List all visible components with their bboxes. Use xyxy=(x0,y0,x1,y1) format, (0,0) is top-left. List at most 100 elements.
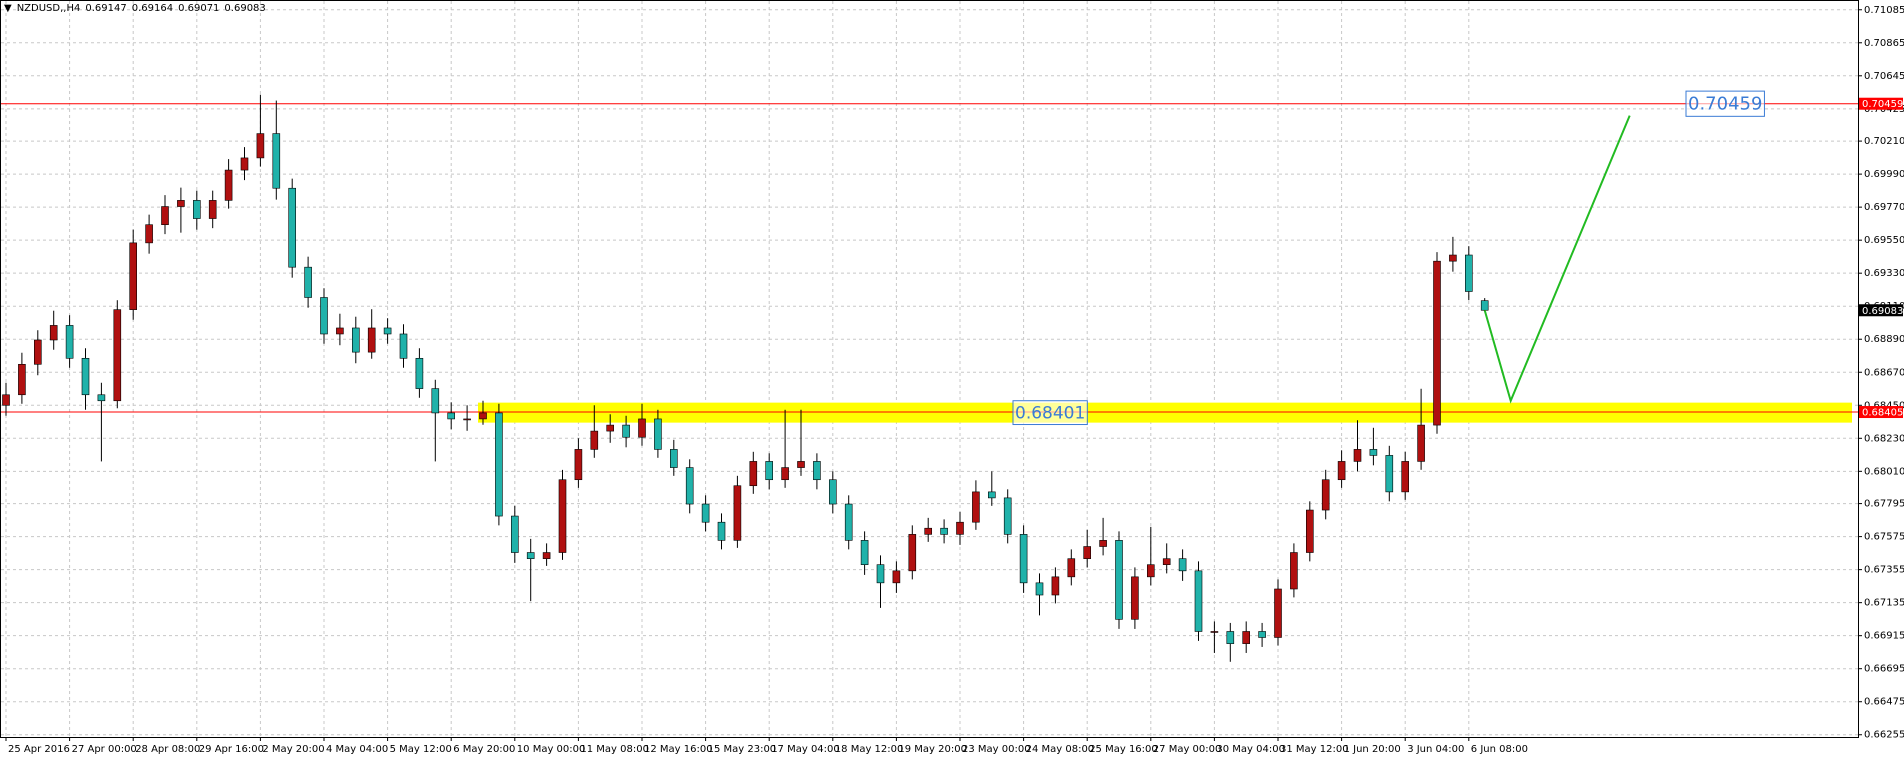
candle-body xyxy=(892,570,901,584)
candle-body xyxy=(1321,479,1330,511)
y-tick-label: 0.69550 xyxy=(1864,235,1904,246)
x-tick-label: 3 Jun 04:00 xyxy=(1407,744,1464,755)
candle-body xyxy=(65,325,74,359)
candle-body xyxy=(224,169,233,201)
candle-body xyxy=(1258,631,1266,638)
symbol: NZDUSD,,H4 xyxy=(16,3,81,14)
level-price: 0.70459 xyxy=(1862,99,1903,110)
candle-body xyxy=(1147,564,1155,578)
candle-body xyxy=(860,540,869,565)
candle-body xyxy=(1035,582,1044,596)
candle-body xyxy=(1401,461,1409,493)
candle-body xyxy=(574,449,583,481)
candle-body xyxy=(1051,576,1060,596)
candle-body xyxy=(510,515,519,553)
candle-body xyxy=(908,534,917,572)
candle-body xyxy=(1274,588,1282,638)
y-tick-label: 0.68010 xyxy=(1864,466,1904,477)
level-price: 0.68405 xyxy=(1862,408,1903,419)
candle-body xyxy=(987,491,996,499)
candle-body xyxy=(33,339,42,365)
x-tick-label: 6 May 20:00 xyxy=(453,744,515,755)
x-tick-label: 2 May 20:00 xyxy=(262,744,324,755)
candle-body xyxy=(1003,497,1012,535)
candle-body xyxy=(638,418,646,438)
x-tick-label: 29 Apr 16:00 xyxy=(199,744,264,755)
candle-body xyxy=(1019,534,1028,584)
x-tick-label: 27 Apr 00:00 xyxy=(72,744,137,755)
y-tick-label: 0.67575 xyxy=(1864,532,1904,543)
candle-body xyxy=(479,412,487,420)
plot-frame xyxy=(0,0,1859,738)
candle-body xyxy=(669,449,678,468)
candle-body xyxy=(972,491,980,523)
candle-body xyxy=(1369,449,1378,456)
zone-label: 0.68401 xyxy=(1012,400,1088,426)
y-tick-label: 0.68670 xyxy=(1864,367,1904,378)
x-tick-label: 10 May 00:00 xyxy=(517,744,586,755)
projection-line xyxy=(1483,115,1631,404)
candle-body xyxy=(813,461,821,481)
candle-body xyxy=(622,424,630,438)
candle-body xyxy=(256,133,265,159)
candle-body xyxy=(876,564,885,584)
candle-body xyxy=(145,224,153,244)
x-tick-label: 4 May 04:00 xyxy=(326,744,388,755)
x-tick-label: 6 Jun 08:00 xyxy=(1471,744,1528,755)
high: 0.69164 xyxy=(131,3,174,14)
y-tick-label: 0.68890 xyxy=(1864,334,1904,345)
close: 0.69083 xyxy=(224,3,266,14)
candle-body xyxy=(940,527,948,535)
x-tick-label: 31 May 12:00 xyxy=(1280,744,1349,755)
candle-body xyxy=(18,363,26,396)
y-tick-label: 0.66255 xyxy=(1864,730,1904,741)
current-price-box xyxy=(1859,304,1903,317)
x-tick-label: 19 May 20:00 xyxy=(898,744,967,755)
x-tick-label: 28 Apr 08:00 xyxy=(135,744,200,755)
candle-body xyxy=(1226,631,1235,644)
candle-body xyxy=(1353,449,1362,462)
candle-body xyxy=(81,357,90,396)
y-tick-label: 0.69330 xyxy=(1864,268,1904,279)
x-tick-label: 15 May 23:00 xyxy=(708,744,777,755)
candle-body xyxy=(463,418,471,421)
candle-body xyxy=(1385,455,1394,493)
y-tick-label: 0.69770 xyxy=(1864,202,1904,213)
candle-body xyxy=(1083,546,1091,559)
candle-body xyxy=(97,394,106,402)
y-tick-label: 0.69990 xyxy=(1864,169,1904,180)
open: 0.69147 xyxy=(85,3,127,14)
candle-body xyxy=(495,412,503,517)
candle-body xyxy=(1162,558,1171,565)
candle-body xyxy=(1290,552,1298,590)
y-tick-label: 0.66695 xyxy=(1864,664,1904,675)
x-tick-label: 18 May 12:00 xyxy=(835,744,904,755)
candle-body xyxy=(1449,254,1457,262)
candle-body xyxy=(1115,540,1123,620)
candle-body xyxy=(542,552,551,559)
zone-label-text: 0.68401 xyxy=(1015,404,1085,424)
zone-label-box xyxy=(1012,400,1088,426)
candle-body xyxy=(1337,461,1346,481)
y-tick-label: 0.67795 xyxy=(1864,499,1904,510)
y-tick-label: 0.67355 xyxy=(1864,565,1904,576)
candle-body xyxy=(415,357,424,389)
candle-body xyxy=(558,479,567,553)
level-price-box xyxy=(1859,406,1903,419)
candle-body xyxy=(1194,570,1203,632)
x-tick-label: 24 May 08:00 xyxy=(1026,744,1095,755)
support-zone xyxy=(478,402,1852,423)
candle-body xyxy=(177,200,185,207)
candle-body xyxy=(828,479,837,505)
candle-body xyxy=(701,503,710,523)
candle-body xyxy=(129,242,137,310)
candle-body xyxy=(2,394,10,406)
candle-body xyxy=(1480,300,1489,311)
candle-body xyxy=(1067,558,1076,578)
candle-body xyxy=(590,430,599,450)
candle-body xyxy=(733,485,742,541)
candle-body xyxy=(781,467,789,481)
low: 0.69071 xyxy=(178,3,220,14)
candle-body xyxy=(1178,558,1187,572)
